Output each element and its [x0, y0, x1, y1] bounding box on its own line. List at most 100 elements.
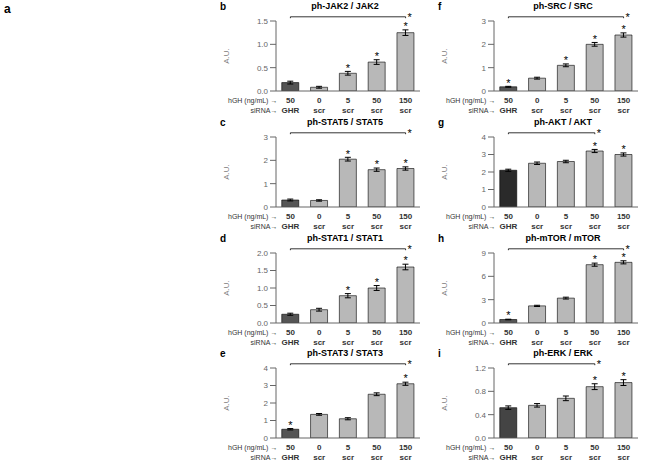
svg-text:scr: scr — [371, 106, 383, 115]
svg-text:scr: scr — [400, 222, 412, 231]
svg-text:scr: scr — [618, 222, 630, 231]
svg-text:scr: scr — [618, 338, 630, 347]
svg-text:50: 50 — [372, 212, 381, 221]
svg-text:150: 150 — [617, 96, 631, 105]
svg-text:150: 150 — [399, 328, 413, 337]
svg-text:5: 5 — [346, 328, 351, 337]
svg-text:siRNA→: siRNA→ — [251, 454, 278, 461]
svg-text:50: 50 — [504, 328, 513, 337]
svg-text:scr: scr — [560, 222, 572, 231]
svg-text:*: * — [346, 147, 351, 159]
svg-text:3: 3 — [264, 133, 269, 142]
svg-text:scr: scr — [531, 222, 543, 231]
svg-text:2.0: 2.0 — [257, 248, 269, 257]
svg-text:GHR: GHR — [500, 338, 518, 347]
svg-text:4: 4 — [264, 364, 269, 373]
svg-text:*: * — [375, 50, 380, 62]
svg-text:scr: scr — [400, 453, 412, 462]
svg-text:9: 9 — [482, 248, 487, 257]
svg-text:GHR: GHR — [282, 453, 300, 462]
svg-text:A.U.: A.U. — [222, 48, 231, 64]
svg-text:5: 5 — [346, 212, 351, 221]
svg-text:scr: scr — [371, 222, 383, 231]
svg-text:1: 1 — [482, 185, 487, 194]
svg-text:5: 5 — [564, 96, 569, 105]
svg-text:5: 5 — [346, 443, 351, 452]
svg-text:GHR: GHR — [500, 453, 518, 462]
svg-text:siRNA→: siRNA→ — [469, 223, 496, 230]
svg-text:A.U.: A.U. — [222, 395, 231, 411]
svg-text:hGH (ng/mL) →: hGH (ng/mL) → — [228, 444, 277, 452]
svg-text:*: * — [375, 158, 380, 170]
svg-text:*: * — [626, 13, 631, 23]
svg-text:0: 0 — [482, 318, 487, 327]
svg-text:5: 5 — [564, 328, 569, 337]
svg-text:siRNA→: siRNA→ — [251, 223, 278, 230]
svg-text:150: 150 — [617, 212, 631, 221]
svg-text:scr: scr — [589, 106, 601, 115]
svg-text:A.U.: A.U. — [222, 280, 231, 296]
svg-text:scr: scr — [313, 222, 325, 231]
svg-text:scr: scr — [342, 222, 354, 231]
svg-text:scr: scr — [342, 453, 354, 462]
svg-text:GHR: GHR — [500, 222, 518, 231]
svg-text:siRNA→: siRNA→ — [469, 339, 496, 346]
svg-text:scr: scr — [531, 338, 543, 347]
svg-text:hGH (ng/mL) →: hGH (ng/mL) → — [446, 97, 495, 105]
svg-text:hGH (ng/mL) →: hGH (ng/mL) → — [446, 213, 495, 221]
svg-text:siRNA→: siRNA→ — [251, 339, 278, 346]
svg-text:*: * — [593, 139, 598, 151]
svg-text:scr: scr — [313, 106, 325, 115]
svg-text:GHR: GHR — [282, 338, 300, 347]
svg-text:50: 50 — [504, 212, 513, 221]
svg-text:*: * — [506, 77, 511, 89]
svg-text:A.U.: A.U. — [440, 395, 449, 411]
svg-text:scr: scr — [342, 338, 354, 347]
svg-text:*: * — [626, 245, 631, 255]
svg-text:3: 3 — [264, 382, 269, 391]
svg-text:0: 0 — [264, 203, 269, 212]
svg-text:*: * — [403, 157, 408, 169]
svg-text:0: 0 — [535, 443, 540, 452]
svg-text:0.0: 0.0 — [475, 434, 487, 443]
svg-text:scr: scr — [589, 453, 601, 462]
svg-text:*: * — [506, 309, 511, 321]
svg-text:50: 50 — [590, 328, 599, 337]
svg-text:*: * — [621, 370, 626, 382]
svg-text:*: * — [597, 360, 602, 370]
svg-text:150: 150 — [617, 328, 631, 337]
svg-text:0.5: 0.5 — [257, 301, 269, 310]
svg-text:3: 3 — [482, 150, 487, 159]
svg-text:scr: scr — [371, 453, 383, 462]
svg-text:scr: scr — [531, 106, 543, 115]
svg-text:2: 2 — [482, 40, 487, 49]
svg-text:scr: scr — [560, 106, 572, 115]
svg-text:scr: scr — [560, 453, 572, 462]
svg-text:hGH (ng/mL) →: hGH (ng/mL) → — [228, 97, 277, 105]
svg-text:A.U.: A.U. — [222, 164, 231, 180]
svg-text:*: * — [408, 13, 413, 23]
svg-text:*: * — [593, 374, 598, 386]
svg-text:1: 1 — [264, 417, 269, 426]
svg-text:1.2: 1.2 — [475, 364, 487, 373]
svg-text:50: 50 — [372, 328, 381, 337]
svg-text:0: 0 — [264, 434, 269, 443]
svg-text:GHR: GHR — [282, 222, 300, 231]
svg-text:scr: scr — [618, 106, 630, 115]
svg-text:50: 50 — [286, 212, 295, 221]
svg-text:150: 150 — [399, 96, 413, 105]
svg-text:*: * — [593, 33, 598, 45]
svg-text:0.0: 0.0 — [257, 87, 269, 96]
svg-text:scr: scr — [313, 338, 325, 347]
svg-text:scr: scr — [371, 338, 383, 347]
svg-text:scr: scr — [400, 338, 412, 347]
svg-text:*: * — [375, 275, 380, 287]
svg-text:0: 0 — [482, 203, 487, 212]
svg-text:2: 2 — [264, 399, 269, 408]
svg-text:4: 4 — [482, 133, 487, 142]
svg-text:50: 50 — [286, 328, 295, 337]
svg-text:*: * — [621, 143, 626, 155]
svg-text:hGH (ng/mL) →: hGH (ng/mL) → — [228, 213, 277, 221]
svg-text:1.0: 1.0 — [257, 40, 269, 49]
svg-text:50: 50 — [372, 96, 381, 105]
